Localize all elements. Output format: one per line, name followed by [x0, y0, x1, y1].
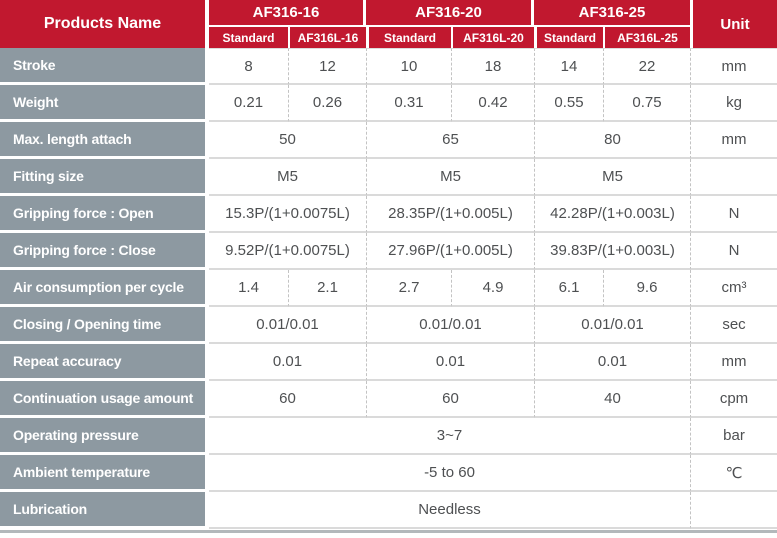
- row-label: Gripping force : Close: [0, 233, 209, 270]
- table-row-continuation-usage: Continuation usage amount 60 60 40 cpm: [0, 381, 777, 418]
- spec-value-cell: 60: [209, 381, 366, 418]
- table-row-lubrication: Lubrication Needless: [0, 492, 777, 529]
- subcolumn-standard-25: Standard: [534, 27, 603, 48]
- column-group-af316-25: AF316-25: [534, 0, 690, 27]
- unit-cell: mm: [690, 344, 777, 381]
- row-label: Lubrication: [0, 492, 209, 529]
- spec-value-cell: 0.01: [209, 344, 366, 381]
- row-label: Max. length attach: [0, 122, 209, 159]
- table-bottom-bar: [0, 530, 777, 533]
- unit-cell: cm³: [690, 270, 777, 307]
- table-row-gripping-force-close: Gripping force : Close 9.52P/(1+0.0075L)…: [0, 233, 777, 270]
- table-header: Products Name AF316-16 AF316-20 AF316-25…: [0, 0, 777, 48]
- spec-value-cell: 0.42: [451, 85, 534, 122]
- subcolumn-standard-16: Standard: [209, 27, 288, 48]
- spec-value-cell: 9.52P/(1+0.0075L): [209, 233, 366, 270]
- subcolumn-standard-20: Standard: [366, 27, 451, 48]
- row-label: Closing / Opening time: [0, 307, 209, 344]
- table-row-repeat-accuracy: Repeat accuracy 0.01 0.01 0.01 mm: [0, 344, 777, 381]
- spec-value-cell: 0.01: [366, 344, 534, 381]
- table-row-max-length-attach: Max. length attach 50 65 80 mm: [0, 122, 777, 159]
- table-row-closing-opening-time: Closing / Opening time 0.01/0.01 0.01/0.…: [0, 307, 777, 344]
- spec-value-cell: 42.28P/(1+0.003L): [534, 196, 690, 233]
- subcolumn-af316l-16: AF316L-16: [288, 27, 366, 48]
- spec-value-cell: 6.1: [534, 270, 603, 307]
- table-row-stroke: Stroke 8 12 10 18 14 22 mm: [0, 48, 777, 85]
- spec-value-cell: M5: [209, 159, 366, 196]
- unit-cell: N: [690, 196, 777, 233]
- spec-value-cell: 15.3P/(1+0.0075L): [209, 196, 366, 233]
- row-label: Operating pressure: [0, 418, 209, 455]
- spec-value-cell: 0.55: [534, 85, 603, 122]
- table-row-air-consumption: Air consumption per cycle 1.4 2.1 2.7 4.…: [0, 270, 777, 307]
- row-label: Gripping force : Open: [0, 196, 209, 233]
- unit-cell: mm: [690, 48, 777, 85]
- spec-value-cell: 0.01: [534, 344, 690, 381]
- spec-value-cell: 3~7: [209, 418, 690, 455]
- table-row-operating-pressure: Operating pressure 3~7 bar: [0, 418, 777, 455]
- spec-value-cell: 0.21: [209, 85, 288, 122]
- unit-cell: cpm: [690, 381, 777, 418]
- spec-value-cell: 18: [451, 48, 534, 85]
- model-column-groups: AF316-16 AF316-20 AF316-25 Standard AF31…: [209, 0, 690, 48]
- spec-value-cell: 0.01/0.01: [366, 307, 534, 344]
- spec-value-cell: 0.75: [603, 85, 690, 122]
- table-row-gripping-force-open: Gripping force : Open 15.3P/(1+0.0075L) …: [0, 196, 777, 233]
- table-row-fitting-size: Fitting size M5 M5 M5: [0, 159, 777, 196]
- spec-value-cell: 28.35P/(1+0.005L): [366, 196, 534, 233]
- unit-column-header: Unit: [690, 0, 777, 48]
- spec-value-cell: 39.83P/(1+0.003L): [534, 233, 690, 270]
- unit-cell: [690, 159, 777, 196]
- unit-cell: bar: [690, 418, 777, 455]
- unit-cell: mm: [690, 122, 777, 159]
- spec-value-cell: 60: [366, 381, 534, 418]
- row-label: Ambient temperature: [0, 455, 209, 492]
- spec-value-cell: M5: [534, 159, 690, 196]
- spec-value-cell: 9.6: [603, 270, 690, 307]
- row-label: Air consumption per cycle: [0, 270, 209, 307]
- spec-value-cell: 14: [534, 48, 603, 85]
- spec-value-cell: 0.26: [288, 85, 366, 122]
- spec-value-cell: 12: [288, 48, 366, 85]
- row-label: Weight: [0, 85, 209, 122]
- table-row-ambient-temperature: Ambient temperature -5 to 60 ℃: [0, 455, 777, 492]
- unit-cell: sec: [690, 307, 777, 344]
- spec-value-cell: Needless: [209, 492, 690, 529]
- spec-value-cell: 50: [209, 122, 366, 159]
- unit-cell: N: [690, 233, 777, 270]
- spec-value-cell: 10: [366, 48, 451, 85]
- spec-value-cell: M5: [366, 159, 534, 196]
- unit-cell: kg: [690, 85, 777, 122]
- spec-value-cell: 4.9: [451, 270, 534, 307]
- spec-value-cell: -5 to 60: [209, 455, 690, 492]
- spec-value-cell: 8: [209, 48, 288, 85]
- row-label: Stroke: [0, 48, 209, 85]
- column-group-af316-16: AF316-16: [209, 0, 366, 27]
- spec-value-cell: 1.4: [209, 270, 288, 307]
- spec-value-cell: 40: [534, 381, 690, 418]
- table-row-weight: Weight 0.21 0.26 0.31 0.42 0.55 0.75 kg: [0, 85, 777, 122]
- spec-value-cell: 2.7: [366, 270, 451, 307]
- spec-value-cell: 27.96P/(1+0.005L): [366, 233, 534, 270]
- row-label: Continuation usage amount: [0, 381, 209, 418]
- products-name-header: Products Name: [0, 0, 209, 48]
- subcolumn-af316l-20: AF316L-20: [451, 27, 534, 48]
- row-label: Repeat accuracy: [0, 344, 209, 381]
- spec-value-cell: 0.01/0.01: [534, 307, 690, 344]
- spec-value-cell: 65: [366, 122, 534, 159]
- unit-cell: ℃: [690, 455, 777, 492]
- column-group-af316-20: AF316-20: [366, 0, 534, 27]
- unit-cell: [690, 492, 777, 529]
- subcolumn-af316l-25: AF316L-25: [603, 27, 690, 48]
- spec-value-cell: 2.1: [288, 270, 366, 307]
- spec-value-cell: 22: [603, 48, 690, 85]
- spec-value-cell: 0.31: [366, 85, 451, 122]
- row-label: Fitting size: [0, 159, 209, 196]
- spec-value-cell: 80: [534, 122, 690, 159]
- spec-value-cell: 0.01/0.01: [209, 307, 366, 344]
